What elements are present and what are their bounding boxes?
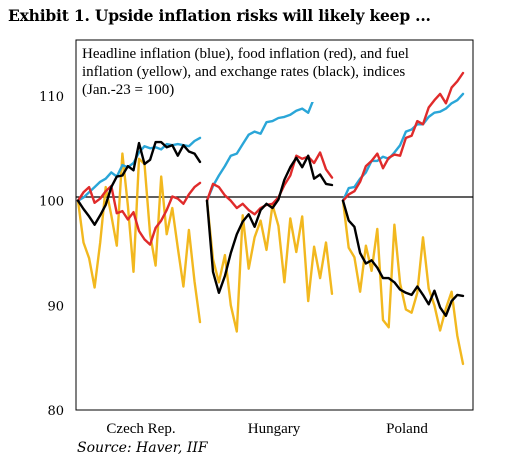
series-group: [76, 71, 465, 366]
plot-frame: [75, 39, 474, 411]
category-label: Czech Rep.: [106, 421, 175, 437]
legend-title-line-1: Headline inflation (blue), food inflatio…: [82, 46, 409, 62]
chart-legend-title: Headline inflation (blue), food inflatio…: [78, 42, 409, 102]
series-line-headline-hungary: [205, 84, 334, 202]
category-label: Poland: [386, 421, 428, 437]
y-tick-label: 80: [47, 404, 64, 419]
exhibit-title: Exhibit 1. Upside inflation risks will l…: [8, 6, 431, 25]
source-note: Source: Haver, IIF: [77, 440, 208, 456]
category-label: Hungary: [248, 421, 301, 437]
legend-title-line-3: (Jan.-23 = 100): [82, 82, 174, 98]
series-line-fx-hungary: [205, 154, 334, 294]
series-line-food-hungary: [205, 151, 334, 216]
y-tick-label: 90: [47, 299, 64, 314]
legend-title-line-2: inflation (yellow), and exchange rates (…: [82, 64, 405, 80]
category-labels: Czech Rep. Hungary Poland: [106, 421, 428, 437]
y-tick-label: 100: [39, 195, 64, 210]
series-line-fx-czech-rep: [76, 140, 202, 226]
series-line-fuel-czech-rep: [76, 152, 202, 324]
series-line-fuel-poland: [341, 199, 465, 366]
series-line-food-poland: [341, 71, 465, 202]
series-line-headline-czech-rep: [76, 136, 202, 202]
legend-title-bg: [78, 42, 398, 102]
series-line-food-czech-rep: [76, 181, 202, 246]
y-tick-label: 110: [39, 90, 64, 105]
series-line-fuel-hungary: [205, 199, 334, 333]
y-axis-ticks: 80 90 100 110: [39, 90, 64, 419]
series-line-fx-poland: [341, 199, 465, 317]
